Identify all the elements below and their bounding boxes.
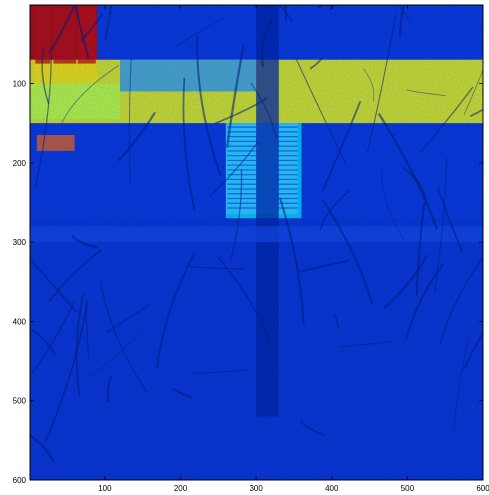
y-tick-label: 300 xyxy=(13,238,27,247)
x-axis: 100 200 300 400 500 600 xyxy=(98,5,489,493)
x-tick-label: 600 xyxy=(476,484,489,493)
heatmap-plot-area xyxy=(30,5,483,480)
x-tick-label: 500 xyxy=(401,484,415,493)
y-tick-label: 600 xyxy=(13,476,27,485)
y-tick-label: 500 xyxy=(13,397,27,406)
y-tick-label: 100 xyxy=(13,80,27,89)
y-tick-label: 400 xyxy=(13,317,27,326)
x-tick-label: 400 xyxy=(325,484,339,493)
x-tick-label: 200 xyxy=(174,484,188,493)
x-tick-label: 100 xyxy=(98,484,112,493)
y-tick-label: 200 xyxy=(13,159,27,168)
y-axis: 100 200 300 400 500 600 xyxy=(13,80,483,485)
x-tick-label: 300 xyxy=(249,484,263,493)
heatmap-texture xyxy=(30,5,483,480)
